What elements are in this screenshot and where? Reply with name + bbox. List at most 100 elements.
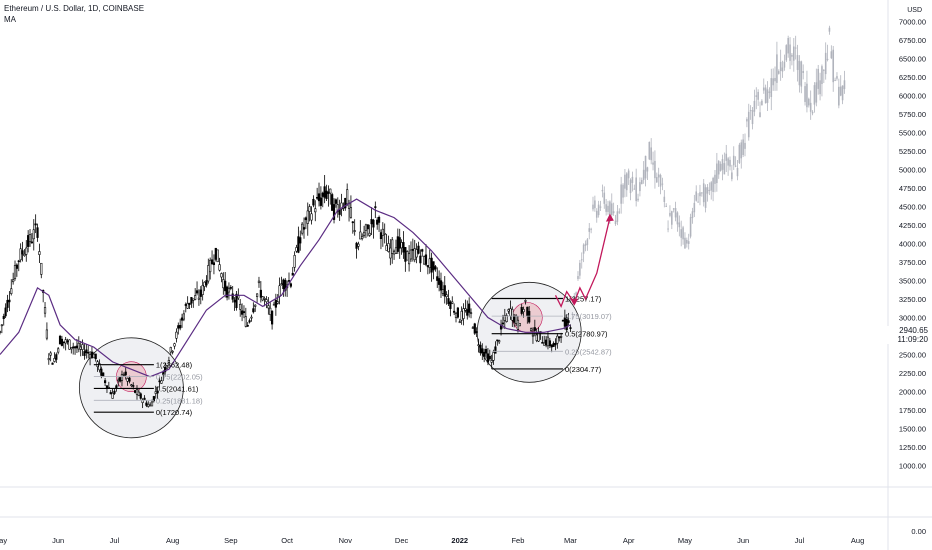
candle-body (100, 368, 103, 376)
projection-candle-body (764, 87, 767, 104)
candle-body (145, 402, 148, 406)
candle-body (514, 315, 518, 324)
candle-body (439, 280, 443, 291)
projection-candle-body (783, 61, 786, 68)
candle-body (246, 324, 249, 327)
projection-candle-body (665, 205, 667, 207)
projection-candle-body (725, 153, 728, 161)
projection-candle-body (762, 87, 765, 91)
projection-candle-body (809, 102, 812, 112)
candle-body (524, 300, 527, 302)
y-tick-label: 4000.00 (899, 240, 926, 249)
candle-body (310, 213, 313, 221)
projection-candle-body (806, 83, 808, 108)
candle-body (160, 380, 163, 384)
projection-candle-body (759, 112, 761, 117)
x-tick-label: Mar (564, 536, 577, 545)
last-price-tag: 2940.65 11:09:20 (886, 326, 932, 344)
candle-body (428, 258, 431, 268)
highlight-circle-1 (78, 337, 184, 439)
projection-candle-body (571, 313, 574, 315)
candle-body (361, 236, 364, 239)
projection-candle-body (588, 228, 591, 232)
fib-level-label: 1(2362.48) (156, 361, 193, 370)
projection-candle-body (789, 44, 791, 61)
candle-body (171, 350, 174, 353)
projection-candle-body (815, 82, 818, 103)
candle-body (434, 266, 437, 270)
candle-body (98, 363, 101, 371)
candle-body (331, 194, 334, 211)
projection-candle-body (774, 77, 776, 82)
candle-body (167, 360, 170, 363)
candle-body (244, 316, 247, 327)
candle-body (321, 192, 324, 197)
candle-body (252, 308, 255, 313)
projection-candle-body (699, 192, 701, 197)
candle-body (6, 299, 9, 308)
candle-body (349, 207, 353, 218)
projection-candle-body (838, 86, 840, 106)
candle-body (304, 217, 307, 221)
projection-candle-body (635, 177, 637, 202)
projection-candle-body (659, 174, 662, 187)
projection-candle-body (640, 180, 643, 185)
projection-candle-body (817, 68, 819, 89)
projection-candle-body (794, 47, 797, 49)
candle-body (411, 249, 414, 251)
candle-body (460, 310, 463, 321)
projection-candle-body (601, 189, 604, 192)
candle-body (291, 272, 294, 276)
candle-body (51, 362, 54, 365)
candle-body (102, 372, 105, 377)
candle-body (182, 313, 186, 320)
projection-candle-body (644, 155, 647, 179)
candle-body (21, 250, 24, 255)
candle-body (79, 346, 82, 350)
candle-body (379, 232, 383, 240)
candle-body (287, 280, 291, 282)
projection-candle-body (729, 159, 731, 167)
projection-candle-body (719, 163, 722, 171)
projection-candle-body (618, 211, 621, 213)
candle-body (486, 353, 490, 363)
candle-body (302, 227, 306, 230)
y-tick-label: 7000.00 (899, 18, 926, 27)
projection-candle-body (808, 98, 810, 106)
candle-body (421, 249, 424, 252)
candle-body (569, 327, 572, 329)
y-tick-label: 6250.00 (899, 73, 926, 82)
projection-candle-body (702, 183, 705, 203)
projection-candle-body (637, 198, 639, 201)
fib-level-label: 0.25(1881.18) (156, 396, 203, 405)
candle-body (179, 325, 182, 329)
projection-candle-body (629, 179, 632, 194)
candle-body (338, 209, 341, 215)
projection-candle-body (834, 79, 836, 81)
projection-candle-body (746, 119, 748, 122)
projection-candle-body (742, 139, 744, 155)
candle-body (30, 241, 34, 244)
candle-body (72, 346, 75, 349)
x-tick-label: Jun (737, 536, 749, 545)
projection-candle-body (650, 147, 652, 161)
y-tick-label: 6500.00 (899, 55, 926, 64)
candle-body (128, 377, 131, 382)
projection-candle-body (821, 66, 823, 84)
projection-candle-body (646, 167, 649, 172)
candle-body (259, 289, 262, 298)
projection-candle-body (661, 183, 664, 185)
candle-body (432, 261, 435, 271)
projection-candle-body (671, 211, 673, 225)
x-tick-label: Jun (52, 536, 64, 545)
candle-body (468, 303, 471, 313)
y-tick-label: 2000.00 (899, 388, 926, 397)
candle-body (40, 262, 43, 275)
candle-body (265, 299, 268, 303)
candle-body (552, 343, 555, 347)
candle-body (255, 293, 259, 297)
candle-body (122, 374, 125, 376)
projection-candle-body (627, 170, 630, 179)
candle-body (392, 251, 396, 255)
